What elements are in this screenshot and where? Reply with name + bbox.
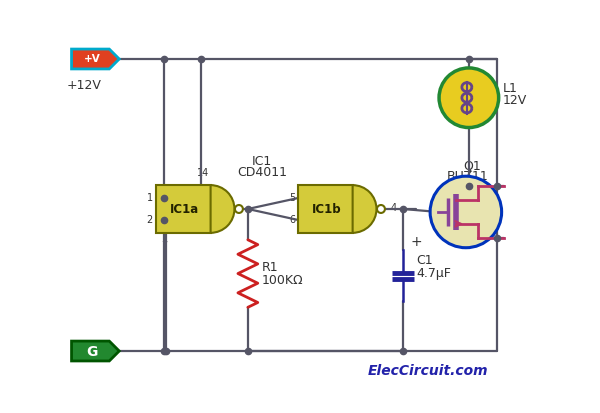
Polygon shape — [71, 49, 119, 69]
Text: L1: L1 — [503, 82, 518, 95]
Circle shape — [377, 205, 385, 213]
Text: C1: C1 — [417, 254, 433, 267]
Text: G: G — [87, 344, 98, 358]
Text: +12V: +12V — [67, 79, 102, 92]
Text: BUZ11: BUZ11 — [447, 170, 489, 183]
Text: 4: 4 — [391, 203, 397, 213]
Text: 14: 14 — [197, 168, 209, 178]
Text: 7: 7 — [161, 241, 167, 251]
Text: 5: 5 — [289, 193, 295, 203]
Bar — [298, 185, 353, 233]
Text: +V: +V — [84, 55, 101, 64]
Circle shape — [235, 205, 243, 213]
Text: IC1b: IC1b — [311, 203, 341, 216]
Text: 6: 6 — [289, 215, 295, 225]
Text: IC1: IC1 — [252, 155, 272, 168]
Circle shape — [439, 68, 499, 128]
Text: Q1: Q1 — [463, 159, 481, 172]
Text: CD4011: CD4011 — [237, 166, 287, 179]
Text: 12V: 12V — [503, 94, 527, 107]
Text: 4.7μF: 4.7μF — [417, 267, 452, 280]
Circle shape — [430, 176, 502, 248]
Polygon shape — [71, 341, 119, 361]
Text: +: + — [411, 235, 422, 249]
Bar — [156, 185, 211, 233]
Text: 2: 2 — [147, 215, 153, 225]
Text: R1: R1 — [262, 261, 278, 274]
Text: IC1a: IC1a — [170, 203, 199, 216]
Text: 100KΩ: 100KΩ — [262, 274, 304, 287]
Text: ElecCircuit.com: ElecCircuit.com — [368, 364, 489, 378]
Text: 1: 1 — [147, 193, 153, 203]
Wedge shape — [211, 185, 235, 233]
Wedge shape — [353, 185, 376, 233]
